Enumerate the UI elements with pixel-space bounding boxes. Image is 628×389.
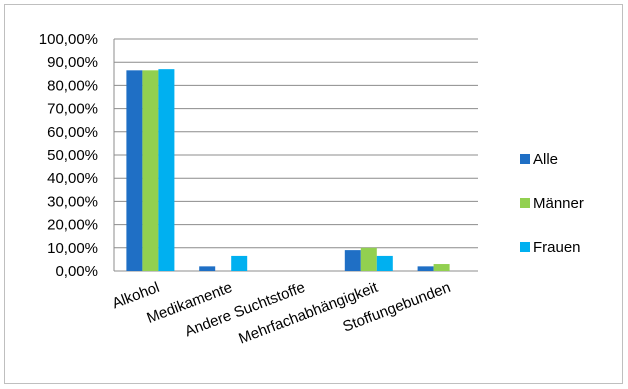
- y-tick-label: 20,00%: [47, 217, 98, 234]
- legend-swatch: [520, 154, 530, 164]
- y-tick-label: 30,00%: [47, 193, 98, 210]
- bar-frauen-1: [231, 255, 248, 271]
- bar-alle-1: [199, 266, 216, 271]
- y-tick-label: 0,00%: [55, 263, 98, 280]
- legend-swatch: [520, 242, 530, 252]
- legend-label: Männer: [533, 195, 584, 212]
- bar-alle-0: [126, 70, 143, 271]
- legend-label: Alle: [533, 151, 558, 168]
- y-tick-label: 50,00%: [47, 147, 98, 164]
- y-tick-label: 40,00%: [47, 170, 98, 187]
- y-tick-label: 10,00%: [47, 240, 98, 257]
- y-tick-label: 60,00%: [47, 124, 98, 141]
- y-tick-label: 70,00%: [47, 101, 98, 118]
- y-tick-label: 80,00%: [47, 77, 98, 94]
- legend-label: Frauen: [533, 239, 581, 256]
- bar-m-nner-0: [142, 70, 159, 271]
- bar-m-nner-3: [360, 247, 377, 271]
- bar-alle-3: [344, 250, 361, 271]
- legend-swatch: [520, 198, 530, 208]
- bar-m-nner-4: [433, 264, 450, 271]
- y-tick-label: 90,00%: [47, 54, 98, 71]
- bar-alle-4: [417, 266, 434, 271]
- chart-frame: [4, 4, 623, 384]
- bar-frauen-0: [158, 69, 175, 271]
- bar-frauen-3: [376, 255, 393, 271]
- y-tick-label: 100,00%: [39, 31, 98, 48]
